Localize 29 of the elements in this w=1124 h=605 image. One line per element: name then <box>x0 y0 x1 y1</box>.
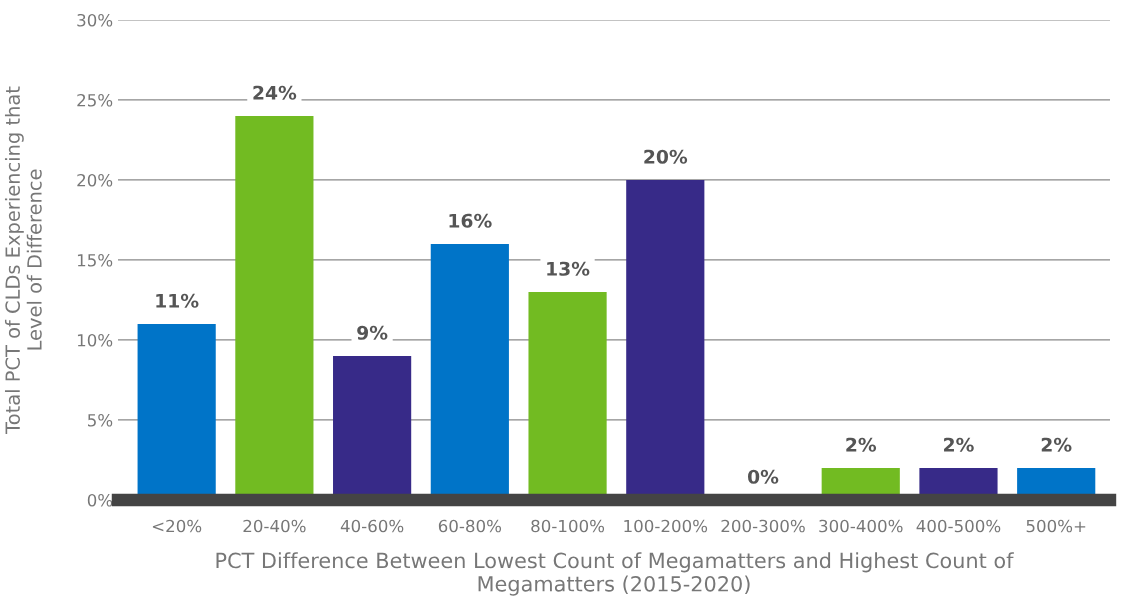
y-tick-label: 25% <box>77 93 113 107</box>
data-label: 11% <box>156 293 199 308</box>
data-label: 16% <box>449 213 492 228</box>
y-tick-label: 10% <box>77 333 113 347</box>
x-axis-title: PCT Difference Between Lowest Count of Megamatters and Highest Count of Megamatters (2015-2020) <box>216 552 1014 596</box>
x-tick-label: 20-40% <box>243 519 306 533</box>
x-tick-label: 500%+ <box>1026 519 1086 533</box>
x-tick-label: 300-400% <box>819 519 903 533</box>
x-tick-label: 100-200% <box>624 519 708 533</box>
y-tick-label: 20% <box>77 173 113 187</box>
data-label: 0% <box>748 469 779 484</box>
x-tick-label: 400-500% <box>916 519 1001 533</box>
y-tick-label: 0% <box>87 493 113 507</box>
x-tick-label: 60-80% <box>438 519 502 533</box>
y-axis-title: Total PCT of CLDs Experiencing that Level of Difference <box>4 86 42 434</box>
x-tick-label: 40-60% <box>340 519 404 533</box>
y-tick-label: 15% <box>77 253 113 267</box>
x-tick-label: 200-300% <box>721 519 805 533</box>
x-tick-label: <20% <box>152 519 202 533</box>
data-label: 2% <box>846 437 877 452</box>
data-label: 24% <box>253 85 297 100</box>
data-label: 13% <box>547 261 590 276</box>
data-label: 9% <box>357 325 388 340</box>
x-tick-label: 80-100% <box>531 519 605 533</box>
y-tick-label: 30% <box>77 13 113 27</box>
data-label: 2% <box>944 437 974 452</box>
y-tick-label: 5% <box>88 413 113 427</box>
data-label: 2% <box>1041 437 1072 452</box>
data-label: 20% <box>644 149 688 164</box>
